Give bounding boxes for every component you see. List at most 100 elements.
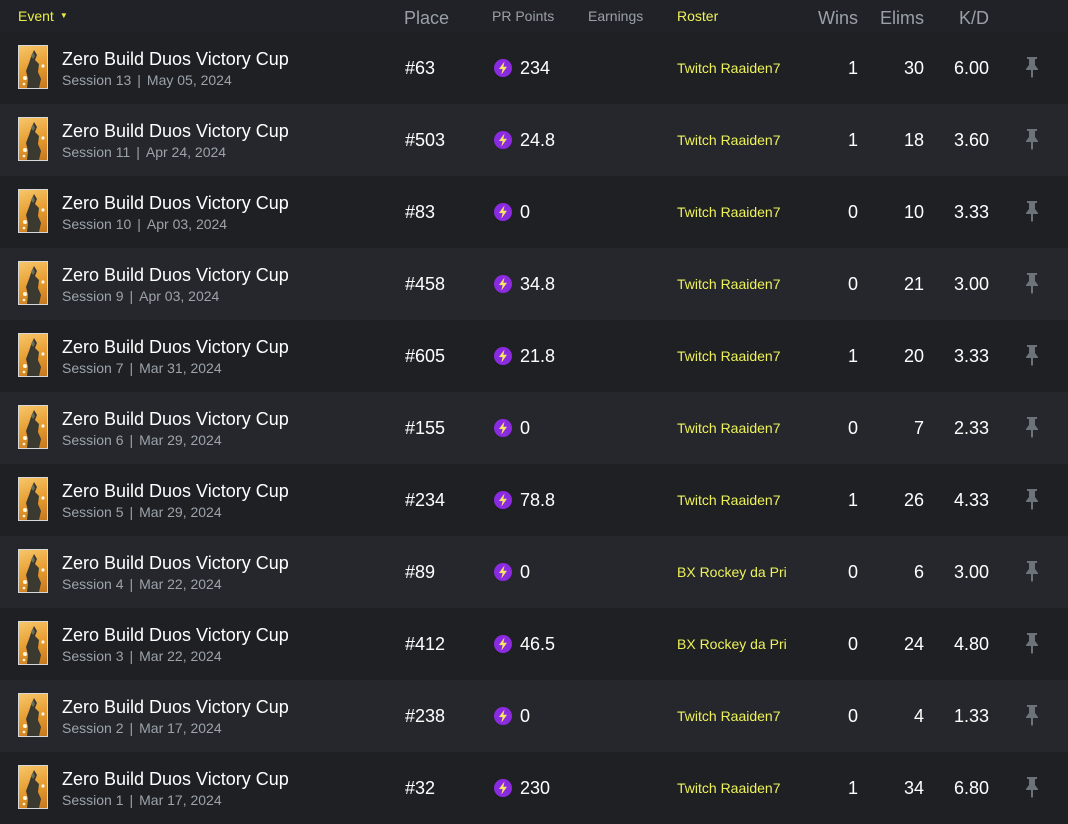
lightning-bolt-icon xyxy=(494,59,512,77)
lightning-bolt-icon xyxy=(494,779,512,797)
event-title[interactable]: Zero Build Duos Victory Cup xyxy=(62,265,289,285)
event-title[interactable]: Zero Build Duos Victory Cup xyxy=(62,769,289,789)
event-title[interactable]: Zero Build Duos Victory Cup xyxy=(62,697,289,717)
pin-icon[interactable] xyxy=(1024,272,1040,294)
pin-icon[interactable] xyxy=(1024,128,1040,150)
pin-icon[interactable] xyxy=(1024,344,1040,366)
event-subtitle: Session 2 | Mar 17, 2024 xyxy=(62,720,222,736)
wins-value: 1 xyxy=(847,346,858,366)
table-row[interactable]: Zero Build Duos Victory Cup Session 9 | Ap… xyxy=(0,248,1068,320)
table-row[interactable]: Zero Build Duos Victory Cup Session 5 | Ma… xyxy=(0,464,1068,536)
event-title[interactable]: Zero Build Duos Victory Cup xyxy=(62,481,289,501)
event-title[interactable]: Zero Build Duos Victory Cup xyxy=(62,337,289,357)
event-date: Mar 22, 2024 xyxy=(139,576,222,592)
elims-value: 20 xyxy=(903,346,924,366)
table-row[interactable]: Zero Build Duos Victory Cup Session 13 | M… xyxy=(0,32,1068,104)
pin-icon[interactable] xyxy=(1024,632,1040,654)
pin-icon[interactable] xyxy=(1024,56,1040,78)
roster-link[interactable]: Twitch Raaiden7 xyxy=(677,276,781,292)
roster-link[interactable]: Twitch Raaiden7 xyxy=(677,348,781,364)
wins-value: 1 xyxy=(847,58,858,78)
place-value: #32 xyxy=(405,778,436,798)
event-title[interactable]: Zero Build Duos Victory Cup xyxy=(62,121,289,141)
column-header-wins[interactable]: Wins xyxy=(818,8,858,28)
pin-icon[interactable] xyxy=(1024,560,1040,582)
pr-points-value: 234 xyxy=(520,58,551,78)
event-title[interactable]: Zero Build Duos Victory Cup xyxy=(62,49,289,69)
roster-link[interactable]: Twitch Raaiden7 xyxy=(677,420,781,436)
place-value: #63 xyxy=(405,58,436,78)
pr-points-value: 78.8 xyxy=(520,490,556,510)
kd-value: 3.33 xyxy=(953,202,989,222)
elims-value: 26 xyxy=(903,490,924,510)
roster-link[interactable]: Twitch Raaiden7 xyxy=(677,708,781,724)
table-row[interactable]: Zero Build Duos Victory Cup Session 7 | Ma… xyxy=(0,320,1068,392)
place-value: #412 xyxy=(405,634,446,654)
event-title[interactable]: Zero Build Duos Victory Cup xyxy=(62,409,289,429)
roster-link[interactable]: Twitch Raaiden7 xyxy=(677,780,781,796)
event-subtitle: Session 4 | Mar 22, 2024 xyxy=(62,576,222,592)
roster-link[interactable]: Twitch Raaiden7 xyxy=(677,204,781,220)
wins-value: 1 xyxy=(847,778,858,798)
table-row[interactable]: Zero Build Duos Victory Cup Session 4 | Ma… xyxy=(0,536,1068,608)
table-row[interactable]: Zero Build Duos Victory Cup Session 1 | Ma… xyxy=(0,752,1068,824)
roster-link[interactable]: BX Rockey da Pri xyxy=(677,636,787,652)
pr-points-value: 21.8 xyxy=(520,346,556,366)
event-subtitle: Session 1 | Mar 17, 2024 xyxy=(62,792,222,808)
event-thumbnail xyxy=(18,621,48,665)
elims-value: 4 xyxy=(913,706,924,726)
event-session: Session 11 xyxy=(62,144,131,160)
wins-value: 1 xyxy=(847,130,858,150)
roster-link[interactable]: Twitch Raaiden7 xyxy=(677,492,781,508)
roster-link[interactable]: BX Rockey da Pri xyxy=(677,564,787,580)
column-header-pr-points[interactable]: PR Points xyxy=(492,8,555,24)
table-row[interactable]: Zero Build Duos Victory Cup Session 10 | A… xyxy=(0,176,1068,248)
kd-value: 2.33 xyxy=(953,418,989,438)
table-row[interactable]: Zero Build Duos Victory Cup Session 3 | Ma… xyxy=(0,608,1068,680)
table-header: Event ▼ Place PR Points Earnings Roster W… xyxy=(0,0,1068,32)
pin-icon[interactable] xyxy=(1024,488,1040,510)
place-value: #503 xyxy=(405,130,446,150)
event-session: Session 10 xyxy=(62,216,132,232)
event-subtitle: Session 9 | Apr 03, 2024 xyxy=(62,288,220,304)
roster-link[interactable]: Twitch Raaiden7 xyxy=(677,132,781,148)
elims-value: 7 xyxy=(913,418,924,438)
column-header-roster[interactable]: Roster xyxy=(677,8,719,24)
pr-points-value: 230 xyxy=(520,778,551,798)
table-row[interactable]: Zero Build Duos Victory Cup Session 2 | Ma… xyxy=(0,680,1068,752)
pin-icon[interactable] xyxy=(1024,200,1040,222)
lightning-bolt-icon xyxy=(494,131,512,149)
column-header-elims[interactable]: Elims xyxy=(880,8,924,28)
column-header-event[interactable]: Event ▼ xyxy=(18,8,68,24)
lightning-bolt-icon xyxy=(494,491,512,509)
event-title[interactable]: Zero Build Duos Victory Cup xyxy=(62,625,289,645)
kd-value: 3.00 xyxy=(953,562,989,582)
event-session: Session 13 xyxy=(62,72,132,88)
place-value: #155 xyxy=(405,418,446,438)
roster-link[interactable]: Twitch Raaiden7 xyxy=(677,60,781,76)
event-title[interactable]: Zero Build Duos Victory Cup xyxy=(62,553,289,573)
elims-value: 21 xyxy=(903,274,924,294)
pin-icon[interactable] xyxy=(1024,776,1040,798)
kd-value: 4.80 xyxy=(953,634,989,654)
column-header-earnings[interactable]: Earnings xyxy=(588,8,644,24)
pin-icon[interactable] xyxy=(1024,704,1040,726)
event-date: Mar 29, 2024 xyxy=(139,504,222,520)
event-thumbnail xyxy=(18,117,48,161)
pr-points-value: 24.8 xyxy=(520,130,556,150)
event-title[interactable]: Zero Build Duos Victory Cup xyxy=(62,193,289,213)
column-header-kd[interactable]: K/D xyxy=(958,8,989,28)
caret-down-icon: ▼ xyxy=(59,11,68,20)
wins-value: 0 xyxy=(847,634,858,654)
table-row[interactable]: Zero Build Duos Victory Cup Session 6 | Ma… xyxy=(0,392,1068,464)
pin-icon[interactable] xyxy=(1024,416,1040,438)
table-row[interactable]: Zero Build Duos Victory Cup Session 11 | A… xyxy=(0,104,1068,176)
event-date: Apr 24, 2024 xyxy=(145,144,227,160)
column-header-place[interactable]: Place xyxy=(404,8,450,28)
event-date: Apr 03, 2024 xyxy=(146,216,228,232)
lightning-bolt-icon xyxy=(494,275,512,293)
elims-value: 30 xyxy=(903,58,924,78)
event-thumbnail xyxy=(18,333,48,377)
event-thumbnail xyxy=(18,693,48,737)
event-date: Mar 31, 2024 xyxy=(139,360,222,376)
